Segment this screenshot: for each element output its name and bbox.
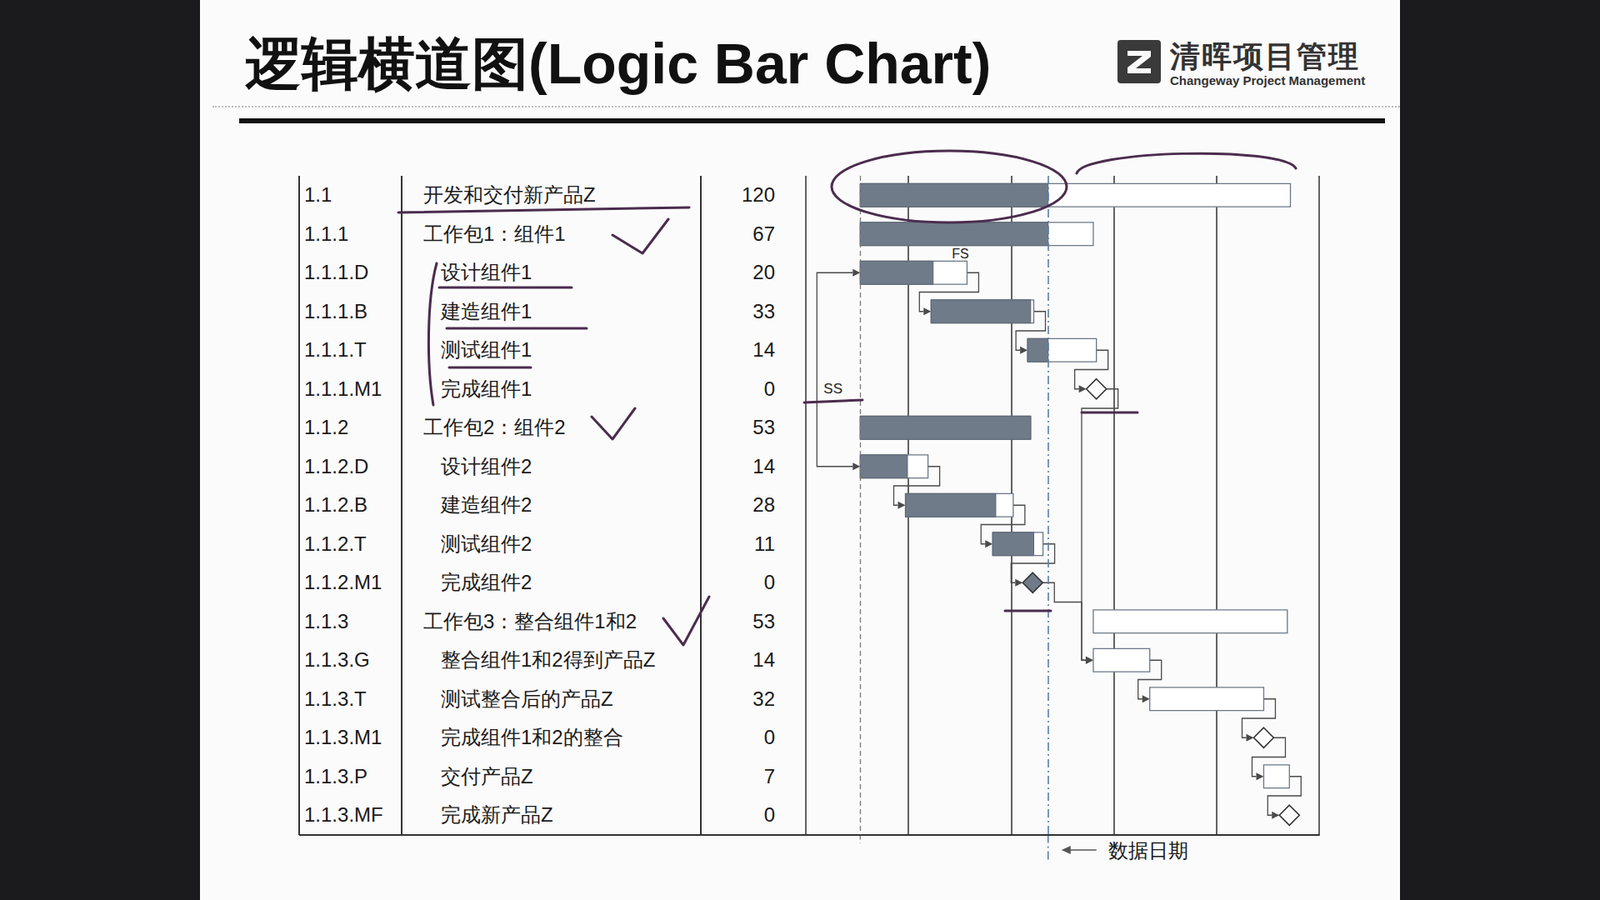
html-text:工作包3：整合组件1和2: 工作包3：整合组件1和2 [423, 609, 637, 633]
html-text:1.1.2.D: 1.1.2.D [304, 454, 369, 478]
html-text:33: 33 [752, 299, 775, 323]
html-text:1.1.1.B: 1.1.1.B [304, 299, 368, 323]
html-text:1.1.2.B: 1.1.2.B [304, 493, 368, 516]
html-text:1.1.3: 1.1.3 [304, 609, 349, 633]
html-text:交付产品Z: 交付产品Z [440, 764, 534, 788]
html-text:14: 14 [752, 648, 775, 671]
html-text:1.1.2: 1.1.2 [304, 415, 349, 439]
html-text:0: 0 [763, 725, 775, 749]
html-text:工作包2：组件2: 工作包2：组件2 [423, 415, 566, 439]
html-text:14: 14 [752, 454, 775, 478]
html-text:工作包1：组件1: 工作包1：组件1 [423, 222, 566, 245]
html-text:1.1.1.M1: 1.1.1.M1 [304, 377, 382, 400]
html-text:0: 0 [763, 377, 775, 400]
html-text:建造组件2: 建造组件2 [440, 493, 532, 516]
html-text:53: 53 [752, 415, 775, 439]
html-text:逻辑横道图(Logic Bar Chart): 逻辑横道图(Logic Bar Chart) [245, 31, 992, 95]
html-text:1.1.2.T: 1.1.2.T [304, 532, 367, 555]
html-text:设计组件2: 设计组件2 [440, 454, 532, 478]
html-text:1.1.3.MF: 1.1.3.MF [304, 803, 384, 826]
html-text:11: 11 [754, 532, 775, 555]
html-text:7: 7 [763, 764, 775, 788]
html-text:1.1.3.M1: 1.1.3.M1 [304, 725, 382, 749]
html-text:开发和交付新产品Z: 开发和交付新产品Z [423, 183, 596, 206]
svg-text:SS: SS [823, 380, 843, 397]
html-text:28: 28 [752, 493, 775, 516]
html-text:14: 14 [752, 338, 775, 361]
html-text:1.1.3.G: 1.1.3.G [304, 648, 370, 671]
html-text:0: 0 [763, 570, 775, 594]
html-text:整合组件1和2得到产品Z: 整合组件1和2得到产品Z [440, 648, 656, 671]
html-text:建造组件1: 建造组件1 [440, 299, 532, 323]
html-text:1.1: 1.1 [304, 183, 332, 206]
html-text:1.1.3.P: 1.1.3.P [304, 764, 368, 788]
html-text:0: 0 [763, 803, 775, 826]
html-text:1.1.3.T: 1.1.3.T [304, 687, 367, 710]
svg-text:数据日期: 数据日期 [1108, 839, 1189, 862]
html-text:完成组件1和2的整合: 完成组件1和2的整合 [440, 725, 624, 749]
html-text:Changeway Project Management: Changeway Project Management [1170, 73, 1366, 88]
html-text:完成组件2: 完成组件2 [440, 570, 532, 594]
html-text:完成新产品Z: 完成新产品Z [440, 803, 554, 826]
html-text:测试组件2: 测试组件2 [440, 532, 532, 555]
html-text:完成组件1: 完成组件1 [440, 377, 532, 400]
html-text:32: 32 [752, 687, 775, 710]
html-text:设计组件1: 设计组件1 [440, 260, 532, 284]
html-text:1.1.1.D: 1.1.1.D [304, 260, 369, 284]
html-text:67: 67 [752, 222, 775, 245]
html-text:测试整合后的产品Z: 测试整合后的产品Z [440, 687, 614, 710]
html-text:清晖项目管理: 清晖项目管理 [1170, 39, 1360, 74]
svg-text:FS: FS [951, 246, 969, 261]
html-text:20: 20 [752, 260, 775, 284]
html-text:53: 53 [752, 609, 775, 633]
html-text:测试组件1: 测试组件1 [440, 338, 532, 361]
html-text:120: 120 [741, 183, 775, 206]
html-text:1.1.2.M1: 1.1.2.M1 [304, 570, 382, 594]
html-text:1.1.1: 1.1.1 [304, 222, 349, 245]
html-text:1.1.1.T: 1.1.1.T [304, 338, 367, 361]
